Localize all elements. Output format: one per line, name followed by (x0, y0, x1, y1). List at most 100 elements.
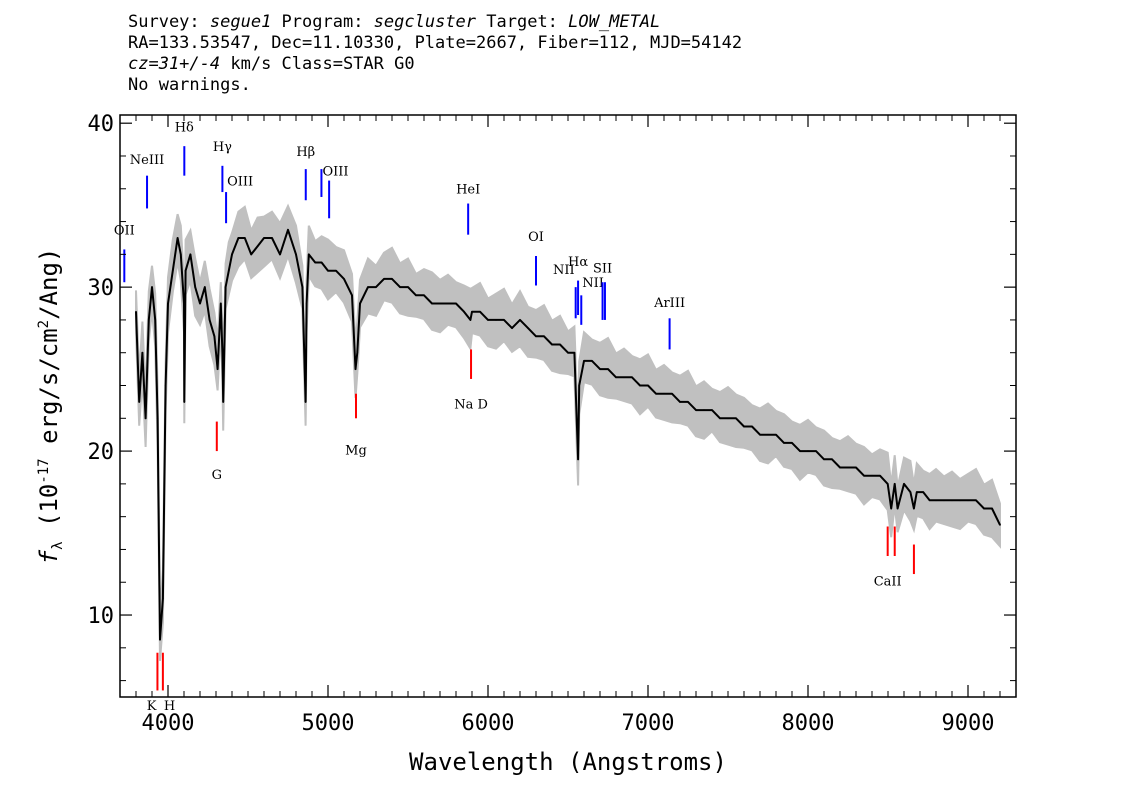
flux-point (463, 310, 465, 313)
flux-point (367, 286, 369, 288)
flux-point (735, 417, 737, 420)
flux-point (221, 351, 224, 354)
flux-point (711, 409, 713, 411)
y-axis-title-suffix: /Ang) (35, 248, 63, 320)
flux-point (639, 384, 641, 387)
y-axis-title-exp2: 2 (36, 320, 52, 328)
flux-point (354, 368, 357, 370)
flux-point (154, 319, 156, 321)
absorption-line-label: K (147, 699, 157, 714)
flux-point (495, 319, 497, 321)
flux-point (194, 286, 196, 288)
flux-point (727, 417, 729, 420)
error-band (135, 203, 1001, 661)
flux-line-layer (135, 228, 1001, 641)
flux-point (471, 310, 473, 313)
flux-point (213, 335, 216, 338)
flux-line (135, 228, 1001, 641)
flux-point (831, 458, 833, 461)
flux-point (167, 302, 169, 305)
flux-point (983, 507, 985, 510)
flux-point (896, 507, 899, 510)
flux-point (159, 638, 161, 641)
flux-point (228, 269, 230, 272)
flux-point (423, 294, 425, 297)
emission-line-label: NII (582, 276, 604, 291)
flux-point (783, 442, 785, 444)
flux-point (250, 253, 252, 256)
flux-point (231, 253, 233, 256)
flux-point (775, 433, 777, 436)
flux-point (999, 524, 1001, 526)
flux-point (551, 343, 553, 346)
flux-point (295, 253, 297, 256)
flux-point (208, 319, 211, 321)
flux-point (623, 376, 625, 379)
flux-point (799, 450, 801, 452)
flux-point (503, 319, 505, 321)
flux-point (879, 474, 881, 477)
emission-line-label: NII (553, 263, 575, 278)
flux-point (222, 401, 224, 403)
flux-point (256, 245, 259, 247)
flux-point (871, 474, 873, 477)
flux-point (391, 278, 393, 280)
spectrum-header: Survey: segue1 Program: segcluster Targe… (128, 12, 1028, 96)
flux-point (607, 368, 609, 370)
emission-line-label: ArIII (653, 296, 685, 311)
flux-point (156, 417, 159, 420)
flux-point (847, 466, 849, 469)
flux-point (172, 269, 174, 272)
class-info: km/s Class=STAR G0 (220, 54, 415, 74)
x-tick-label: 8000 (782, 711, 835, 736)
flux-point (890, 507, 892, 510)
flux-point (320, 261, 323, 264)
flux-point (199, 302, 201, 305)
flux-point (863, 474, 865, 477)
target-value: LOW_METAL (568, 12, 661, 32)
y-tick-label: 40 (88, 112, 115, 137)
flux-point (237, 237, 240, 239)
flux-point (567, 351, 569, 354)
x-tick-label: 9000 (942, 711, 995, 736)
flux-point (439, 302, 441, 305)
emission-line-label: Hα (568, 255, 588, 270)
survey-label: Survey: (128, 12, 210, 32)
flux-point (578, 384, 580, 387)
flux-point (141, 351, 144, 354)
flux-point (224, 286, 227, 288)
y-axis-title-f: f (35, 549, 63, 564)
flux-point (431, 302, 433, 305)
emission-line-label: NeIII (130, 153, 164, 168)
x-tick-label: 5000 (302, 711, 355, 736)
flux-point (855, 466, 857, 469)
flux-point (615, 376, 617, 379)
flux-point (216, 368, 219, 370)
flux-point (951, 499, 953, 502)
flux-point (304, 401, 307, 403)
x-tick-label: 4000 (142, 711, 195, 736)
flux-point (535, 335, 537, 338)
flux-point (415, 294, 417, 297)
y-tick-label: 20 (88, 440, 115, 465)
flux-point (399, 286, 401, 288)
emission-line-label: Hγ (213, 140, 232, 155)
flux-point (671, 392, 673, 395)
flux-point (655, 392, 657, 395)
flux-point (935, 499, 937, 502)
flux-point (135, 310, 137, 313)
flux-point (469, 319, 472, 321)
flux-point (183, 401, 186, 403)
flux-point (959, 499, 961, 502)
flux-point (922, 491, 924, 493)
flux-point (599, 368, 601, 370)
flux-point (279, 253, 281, 256)
x-axis-title: Wavelength (Angstroms) (409, 748, 727, 776)
flux-point (356, 351, 359, 354)
flux-point (144, 417, 147, 420)
flux-point (928, 499, 931, 502)
flux-point (287, 229, 289, 231)
flux-point (487, 319, 489, 321)
flux-point (519, 319, 521, 321)
